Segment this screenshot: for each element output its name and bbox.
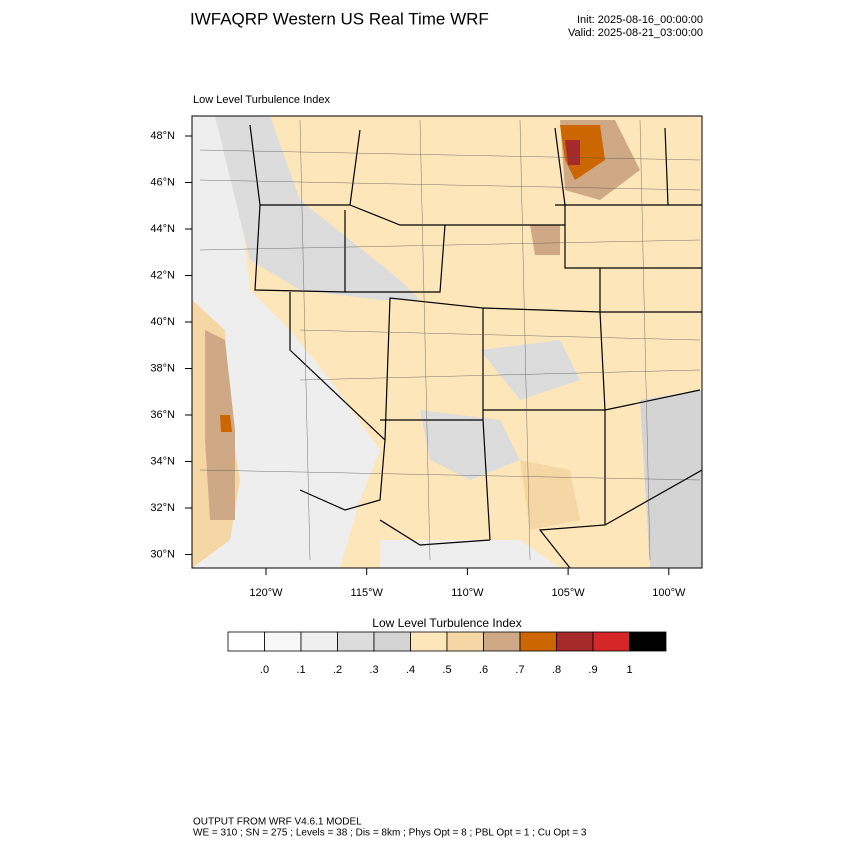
colorbar-box (264, 631, 302, 652)
colorbar-label: .6 (479, 664, 488, 676)
colorbar-label: .7 (515, 664, 524, 676)
lon-label: 100°W (652, 587, 686, 599)
lon-label: 110°W (451, 587, 484, 599)
lat-label: 36°N (150, 409, 175, 421)
title: IWFAQRP Western US Real Time WRF (190, 9, 489, 28)
lat-label: 44°N (150, 223, 175, 235)
lat-label: 42°N (150, 269, 175, 281)
lat-label: 38°N (150, 362, 175, 374)
colorbar-box (337, 631, 375, 652)
colorbar-title: Low Level Turbulence Index (372, 616, 521, 630)
valid-time: Valid: 2025-08-21_03:00:00 (568, 27, 703, 39)
lat-label: 40°N (150, 316, 175, 328)
map-subtitle: Low Level Turbulence Index (193, 94, 330, 106)
init-time: Init: 2025-08-16_00:00:00 (577, 14, 703, 26)
footer-line: WE = 310 ; SN = 275 ; Levels = 38 ; Dis … (193, 828, 587, 839)
lon-label: 120°W (249, 587, 283, 599)
colorbar-label: .1 (296, 664, 305, 676)
colorbar-box (483, 631, 521, 652)
colorbar-label: .9 (588, 664, 597, 676)
colorbar-box (227, 631, 265, 652)
colorbar-box (556, 631, 594, 652)
colorbar-box (519, 631, 557, 652)
map (191, 115, 703, 569)
colorbar-label: 1 (626, 664, 632, 676)
lon-label: 105°W (552, 587, 586, 599)
lat-label: 32°N (150, 502, 175, 514)
lon-label: 115°W (351, 587, 384, 599)
colorbar-label: .4 (406, 664, 415, 676)
colorbar-box (373, 631, 411, 652)
colorbar-box (592, 631, 630, 652)
footer-line: OUTPUT FROM WRF V4.6.1 MODEL (193, 817, 362, 828)
colorbar-box (629, 631, 667, 652)
colorbar: .0 .1 .2 .3 .4 .5 .6 .7 .8 .9 1 (227, 631, 667, 676)
colorbar-label: .2 (333, 664, 342, 676)
colorbar-box (446, 631, 484, 652)
lat-label: 30°N (150, 548, 175, 560)
colorbar-label: .5 (442, 664, 451, 676)
colorbar-label: .8 (552, 664, 561, 676)
lat-label: 46°N (150, 176, 175, 188)
colorbar-label: .0 (260, 664, 269, 676)
colorbar-box (300, 631, 338, 652)
colorbar-label: .3 (369, 664, 378, 676)
lat-label: 34°N (150, 455, 175, 467)
lat-label: 48°N (150, 130, 175, 142)
colorbar-box (410, 631, 448, 652)
